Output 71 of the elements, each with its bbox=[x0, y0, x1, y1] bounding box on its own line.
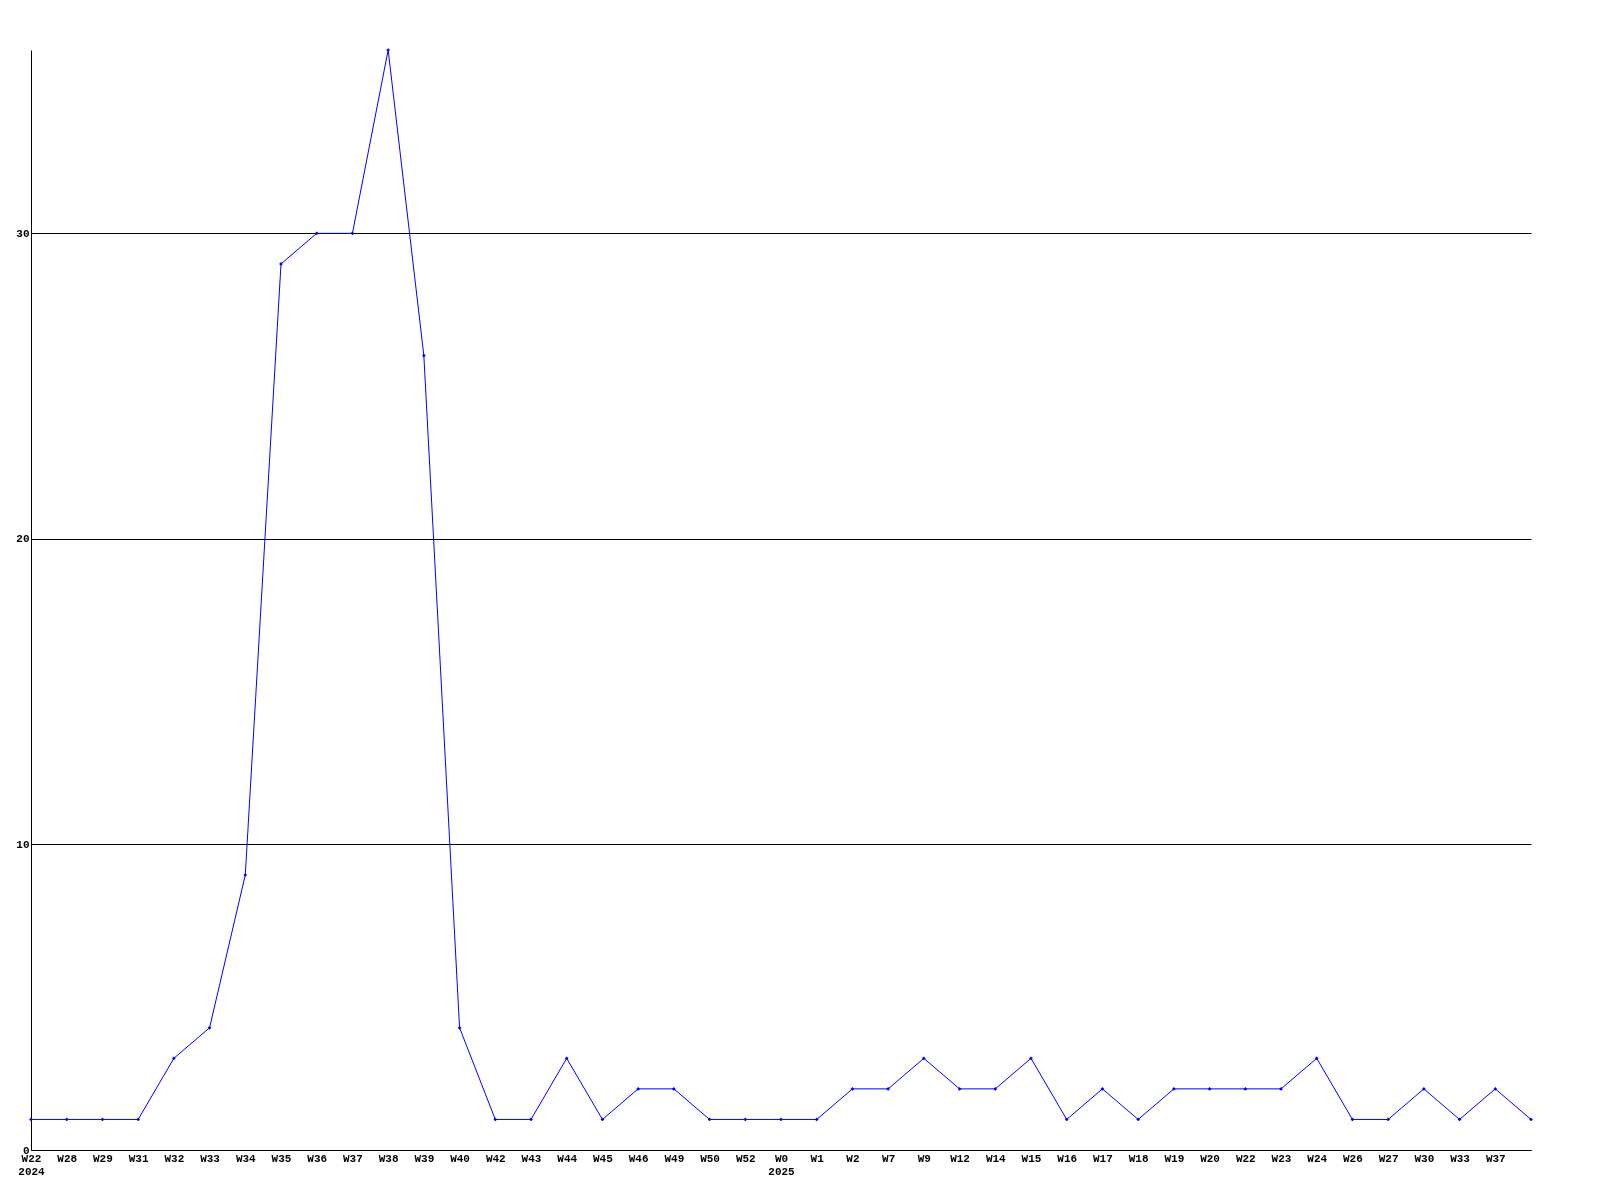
x-tick-label: W19 bbox=[1164, 1152, 1185, 1165]
point bbox=[136, 1117, 141, 1122]
point bbox=[493, 1117, 498, 1122]
x-tick-label: W45 bbox=[593, 1152, 614, 1165]
x-tick-label: W18 bbox=[1128, 1152, 1149, 1165]
point bbox=[1029, 1056, 1033, 1061]
x-tick-label: W23 bbox=[1271, 1152, 1292, 1165]
point bbox=[743, 1117, 748, 1122]
x-tick-label: W52 bbox=[735, 1152, 756, 1165]
point bbox=[1207, 1087, 1212, 1091]
x-tick-label: W37 bbox=[343, 1152, 363, 1165]
x-tick-label: W38 bbox=[378, 1152, 399, 1165]
x-tick-label: W33 bbox=[200, 1152, 221, 1165]
x-tick-label: W40 bbox=[450, 1152, 470, 1165]
point bbox=[957, 1087, 962, 1091]
point bbox=[1136, 1117, 1141, 1122]
x-tick-label: W33 bbox=[1450, 1152, 1471, 1165]
x-tick-label: W22 bbox=[1235, 1152, 1256, 1165]
point bbox=[1243, 1087, 1248, 1091]
x-tick-label: W29 bbox=[93, 1152, 113, 1165]
point bbox=[529, 1117, 533, 1122]
x-tick-label: W32 bbox=[164, 1152, 185, 1165]
x-tick-label: W22 2024 bbox=[18, 1152, 46, 1178]
point bbox=[171, 1056, 176, 1061]
point bbox=[1100, 1087, 1105, 1091]
x-tick-label: W50 bbox=[700, 1152, 720, 1165]
point bbox=[29, 1117, 33, 1122]
point bbox=[1064, 1117, 1069, 1122]
x-tick-label: W26 bbox=[1343, 1152, 1363, 1165]
point bbox=[850, 1087, 855, 1091]
point bbox=[993, 1087, 998, 1091]
point bbox=[64, 1117, 69, 1122]
x-tick-label: W24 bbox=[1307, 1152, 1328, 1165]
point bbox=[1529, 1117, 1533, 1122]
x-tick-label: W49 bbox=[664, 1152, 685, 1165]
x-tick-label: W14 bbox=[985, 1152, 1007, 1165]
point bbox=[207, 1025, 212, 1030]
y-tick-label: 30 bbox=[16, 227, 30, 240]
x-tick-label: W16 bbox=[1057, 1152, 1078, 1165]
x-tick-label: W37 bbox=[1485, 1152, 1506, 1165]
x-tick-label: W1 bbox=[810, 1152, 825, 1165]
point bbox=[1386, 1117, 1391, 1122]
x-tick-label: W12 bbox=[950, 1152, 970, 1165]
x-tick-label: W44 bbox=[557, 1152, 578, 1165]
y-tick-label: 10 bbox=[16, 838, 30, 851]
x-tick-label: W39 bbox=[414, 1152, 435, 1165]
point bbox=[243, 873, 248, 877]
x-tick-label: W34 bbox=[235, 1152, 257, 1165]
x-tick-label: W31 bbox=[128, 1152, 149, 1165]
x-tick-label: W28 bbox=[57, 1152, 78, 1165]
x-tick-label: W0 2025 bbox=[768, 1152, 796, 1178]
y-tick-label: 20 bbox=[16, 533, 30, 546]
x-tick-label: W17 bbox=[1093, 1152, 1113, 1165]
point bbox=[457, 1025, 462, 1030]
point bbox=[921, 1056, 926, 1061]
x-tick-label: W43 bbox=[521, 1152, 542, 1165]
x-tick-label: W42 bbox=[485, 1152, 506, 1165]
x-tick-label: W35 bbox=[271, 1152, 292, 1165]
x-tick-label: W20 bbox=[1200, 1152, 1220, 1165]
point bbox=[1493, 1087, 1498, 1091]
point bbox=[386, 48, 391, 52]
x-tick-label: W27 bbox=[1378, 1152, 1399, 1165]
x-tick-label: W7 bbox=[882, 1152, 896, 1165]
x-tick-label: W46 bbox=[628, 1152, 649, 1165]
point bbox=[421, 353, 426, 358]
x-tick-label: W15 bbox=[1021, 1152, 1042, 1165]
x-tick-label: W36 bbox=[307, 1152, 328, 1165]
x-tick-label: W2 bbox=[846, 1152, 860, 1165]
x-tick-label: W9 bbox=[917, 1152, 931, 1165]
x-tick-label: W30 bbox=[1414, 1152, 1435, 1165]
point bbox=[814, 1117, 819, 1122]
